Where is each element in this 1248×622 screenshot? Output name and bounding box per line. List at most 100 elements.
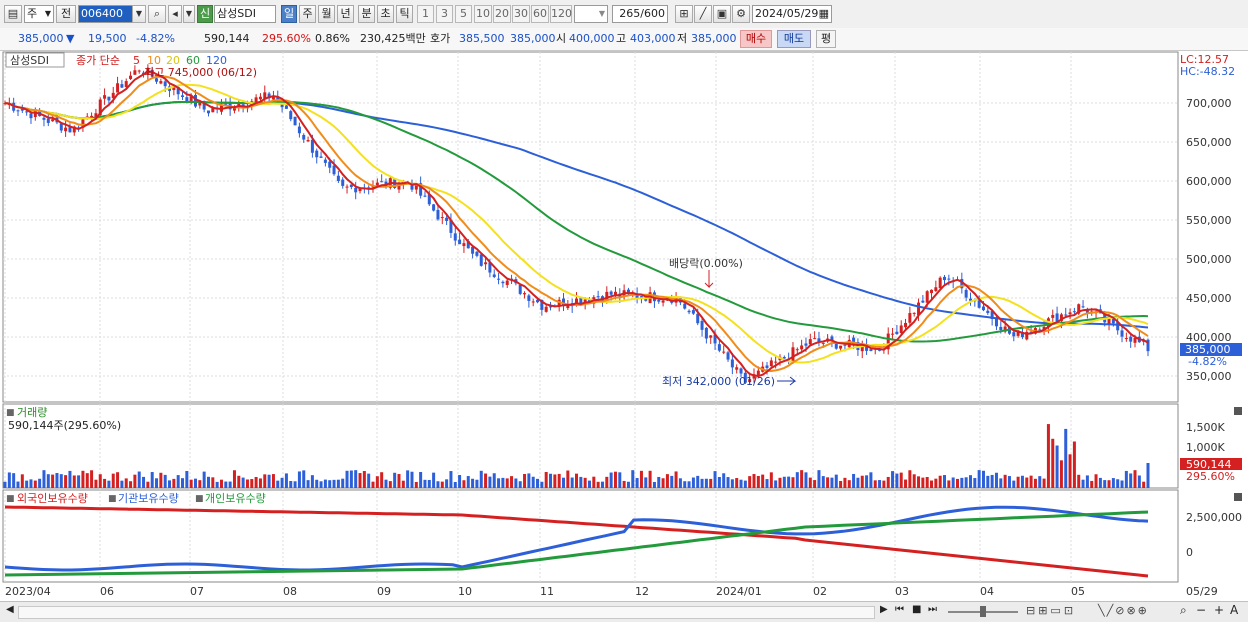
font-size-icon[interactable]: A [1230,603,1239,617]
candle-body [414,184,418,190]
candle-body [800,345,804,350]
volume-bar [960,477,964,488]
volume-bar [800,470,804,488]
stock-chart[interactable]: 2023/04 06 07 08 09 10 11 12 2024/01 02 03 04 05 05/2… [0,51,1248,601]
speaker-icon[interactable]: ◂ [168,5,182,23]
minute-1-button[interactable]: 1 [417,5,434,23]
minute-10-button[interactable]: 10 [474,5,492,23]
scroll-left-icon[interactable]: ◀ [6,604,14,615]
layout-icons[interactable]: ⊟⊞▭⊡ [1026,604,1077,617]
count-field[interactable]: 265/600 [612,5,668,23]
count-total: /600 [640,7,665,20]
speaker-dropdown-icon[interactable]: ▼ [183,5,195,23]
volume-bar [471,478,475,488]
period-tick-button[interactable]: 틱 [396,5,413,23]
scroll-right-icon[interactable]: ▶ [880,604,888,615]
minute-30-button[interactable]: 30 [512,5,530,23]
stock-name-field[interactable]: 삼성SDI [214,5,276,23]
buy-button[interactable]: 매수 [740,30,772,48]
candle-body [332,165,336,175]
period-year-button[interactable]: 년 [337,5,354,23]
search-icon[interactable]: ⌕ [148,5,166,23]
save-icon[interactable]: ▣ [713,5,731,23]
period-minute-button[interactable]: 분 [358,5,375,23]
period-day-button[interactable]: 일 [281,5,297,23]
volume-bar [826,477,830,488]
sell-button[interactable]: 매도 [777,30,811,48]
candle-body [323,159,327,163]
minute-3-button[interactable]: 3 [436,5,453,23]
minute-120-button[interactable]: 120 [550,5,572,23]
scroll-first-icon[interactable]: ⏮ [895,604,904,615]
horizontal-scrollbar[interactable] [18,606,875,619]
stop-icon[interactable]: ■ [912,604,922,615]
candle-body [224,103,228,105]
volume-bar [943,475,947,488]
volume-bar [930,480,934,488]
candle-body [176,87,180,95]
volume-bar [219,479,223,488]
drawing-tool-icons[interactable]: ╲╱⊘⊗⊕ [1098,604,1149,617]
eval-button[interactable]: 평 [816,30,836,48]
volume-bar [168,480,172,488]
minute-60-button[interactable]: 60 [531,5,549,23]
period-second-button[interactable]: 초 [377,5,394,23]
volume-bar [869,472,873,488]
volume-bar [778,477,782,488]
volume-bar [427,479,431,488]
main-toolbar: ▤ 주 ▼ 전 006400 ▼ ⌕ ◂ ▼ 신 삼성SDI 일 주 월 년 분 … [0,0,1248,29]
candle-body [349,184,353,188]
zoom-out-icon[interactable]: − [1196,603,1207,617]
candle-body [583,299,587,304]
candle-body [492,274,496,277]
stock-code-input[interactable]: 006400 [78,5,134,23]
lc-value: LC:12.57 [1180,53,1229,66]
candle-body [527,295,531,301]
volume-bar [211,477,215,488]
zoom-search-icon[interactable]: ⌕ [1180,603,1187,617]
date-value: 2024/05/29 [755,7,819,20]
calendar-icon[interactable]: ▦ [818,7,829,20]
candle-body [536,299,540,303]
minute-5-button[interactable]: 5 [455,5,472,23]
holdings-close-icon[interactable] [1234,493,1242,501]
quote-bar [0,28,1248,51]
volume-bar [475,479,479,488]
volume-bars [3,424,1150,488]
volume-bar [501,477,505,488]
date-input[interactable]: 2024/05/29 ▦ [752,5,832,23]
volume-bar [1029,475,1033,488]
code-dropdown-icon[interactable]: ▼ [132,5,146,23]
period-week-button[interactable]: 주 [299,5,316,23]
candle-body [1055,313,1059,322]
volume-bar [990,474,994,488]
volume-title: 거래량 [17,406,47,419]
candle-body [523,293,527,295]
draw-line-icon[interactable]: ╱ [694,5,712,23]
settings-icon[interactable]: ⚙ [732,5,750,23]
price-y-tick: 700,000 [1186,97,1232,110]
period-month-button[interactable]: 월 [318,5,335,23]
window-menu-icon[interactable]: ▤ [4,5,22,23]
candle-body [981,306,985,311]
zoom-in-icon[interactable]: + [1214,603,1225,617]
minute-20-button[interactable]: 20 [493,5,511,23]
period-type-select[interactable]: 주 ▼ [24,5,54,23]
scroll-last-icon[interactable]: ⏭ [928,604,937,615]
chart-tools-icon[interactable]: ⊞ [675,5,693,23]
candle-body [852,337,856,345]
volume-bar [873,480,877,488]
volume-bar [297,471,301,488]
custom-period-select[interactable]: ▼ [574,5,608,23]
volume-bar [1051,438,1055,488]
stock-tag-box [5,52,65,68]
volume-bar [700,478,704,488]
x-axis-tick: 10 [458,585,472,598]
candle-body [968,298,972,301]
candle-body [518,285,522,294]
volume-bar [544,471,548,488]
prev-button[interactable]: 전 [56,5,76,23]
volume-bar [748,476,752,488]
volume-close-icon[interactable] [1234,407,1242,415]
zoom-slider-thumb[interactable] [980,606,986,617]
